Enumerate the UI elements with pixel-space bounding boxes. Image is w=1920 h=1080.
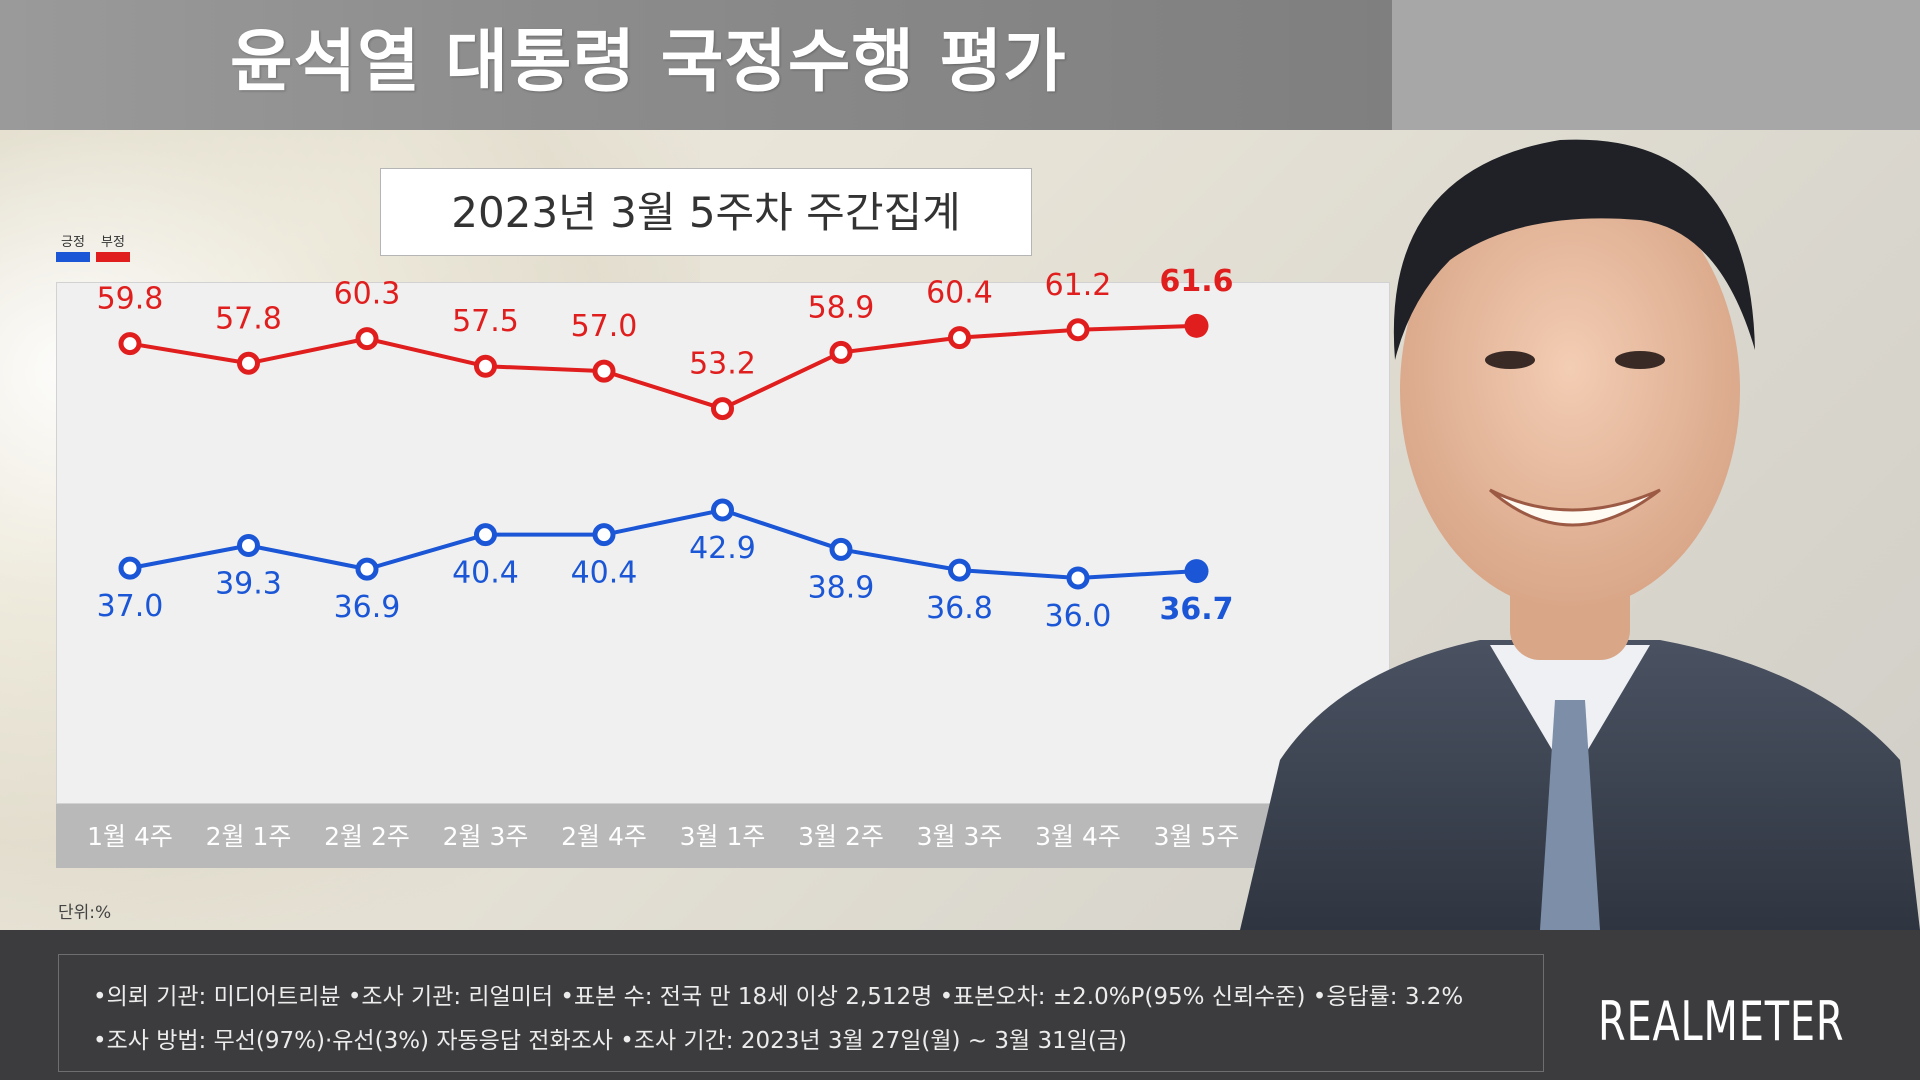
data-label-negative: 61.6	[1159, 264, 1233, 299]
data-point-negative	[1066, 318, 1090, 342]
data-point-positive	[711, 498, 734, 522]
legend-label-negative: 부정	[101, 235, 125, 250]
realmeter-logo: REALMETER	[1598, 990, 1845, 1053]
series-line-positive	[129, 508, 1197, 580]
data-label-negative: 61.2	[1045, 268, 1112, 303]
data-label-negative: 57.0	[571, 309, 638, 344]
x-tick-label: 1월 4주	[87, 822, 173, 851]
data-point-negative	[948, 326, 971, 350]
data-point-negative	[711, 397, 734, 421]
data-label-positive: 42.9	[689, 531, 756, 566]
footer-method-info: •조사 방법: 무선(97%)·유선(3%) 자동응답 전화조사 •조사 기간:…	[93, 1028, 1127, 1054]
subtitle-box: 2023년 3월 5주차 주간집계	[380, 168, 1032, 256]
data-point-positive	[1184, 559, 1209, 584]
data-label-negative: 60.3	[334, 277, 401, 312]
data-point-positive	[237, 533, 260, 557]
x-tick-label: 3월 2주	[798, 822, 884, 851]
legend-label-positive: 긍정	[61, 235, 85, 250]
data-point-negative	[829, 340, 853, 364]
footer: •의뢰 기관: 미디어트리뷴 •조사 기관: 리얼미터 •표본 수: 전국 만 …	[0, 930, 1920, 1080]
data-label-positive: 40.4	[452, 556, 519, 591]
x-tick-label: 2월 2주	[324, 822, 410, 851]
data-label-positive: 40.4	[571, 556, 638, 591]
data-point-positive	[118, 556, 142, 580]
data-label-negative: 53.2	[689, 347, 756, 382]
x-axis-strip	[56, 804, 1390, 868]
x-tick-label: 2월 4주	[561, 822, 647, 851]
data-label-positive: 36.0	[1045, 599, 1112, 634]
data-point-negative	[1184, 313, 1209, 338]
data-label-positive: 36.7	[1159, 592, 1233, 627]
footer-survey-info: •의뢰 기관: 미디어트리뷴 •조사 기관: 리얼미터 •표본 수: 전국 만 …	[93, 984, 1464, 1010]
data-label-positive: 36.9	[334, 590, 401, 625]
data-label-positive: 39.3	[215, 566, 282, 601]
page-title: 윤석열 대통령 국정수행 평가	[230, 23, 1067, 102]
data-label-negative: 57.8	[215, 301, 282, 336]
data-point-positive	[592, 523, 616, 547]
title-bar-right	[1392, 0, 1920, 130]
data-point-negative	[237, 351, 260, 375]
data-label-positive: 36.8	[926, 591, 993, 626]
legend-swatch-negative	[96, 252, 130, 262]
data-point-negative	[474, 354, 497, 378]
data-point-positive	[474, 523, 497, 547]
legend-swatch-positive	[56, 252, 90, 262]
x-tick-label: 2월 3주	[443, 822, 529, 851]
legend-item-positive: 긍정	[56, 236, 90, 262]
data-label-negative: 59.8	[97, 282, 164, 317]
data-label-negative: 60.4	[926, 276, 993, 311]
chart-plot-area	[56, 282, 1390, 804]
president-portrait	[1240, 139, 1920, 930]
data-point-positive	[829, 537, 853, 561]
data-label-positive: 37.0	[97, 589, 164, 624]
data-label-negative: 57.5	[452, 304, 519, 339]
series-line-negative	[129, 323, 1197, 411]
x-tick-label: 2월 1주	[206, 822, 292, 851]
data-point-negative	[355, 327, 379, 351]
data-point-positive	[1066, 566, 1090, 590]
legend-item-negative: 부정	[96, 236, 130, 262]
data-point-positive	[355, 557, 379, 581]
unit-label: 단위:%	[58, 903, 112, 923]
footer-info-box: •의뢰 기관: 미디어트리뷴 •조사 기관: 리얼미터 •표본 수: 전국 만 …	[58, 954, 1544, 1072]
x-tick-label: 3월 4주	[1035, 822, 1121, 851]
title-bar	[0, 0, 1392, 130]
x-tick-label: 3월 5주	[1154, 822, 1240, 851]
data-label-negative: 58.9	[808, 290, 875, 325]
data-point-negative	[592, 359, 616, 383]
data-label-positive: 38.9	[808, 570, 875, 605]
x-tick-label: 3월 3주	[917, 822, 1003, 851]
x-tick-label: 3월 1주	[680, 822, 766, 851]
data-point-positive	[948, 558, 971, 582]
data-point-negative	[118, 332, 142, 356]
